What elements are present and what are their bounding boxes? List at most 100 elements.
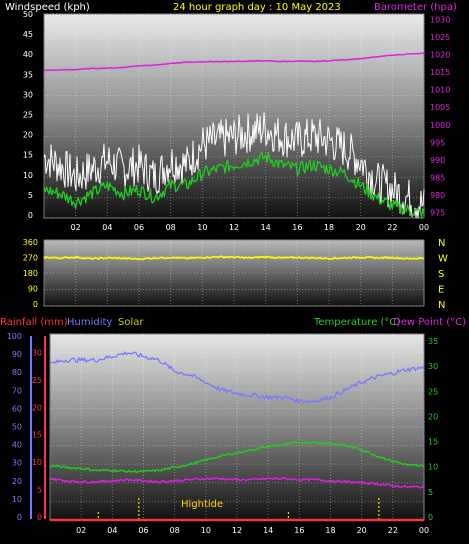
- temperature-x-tick-label: 16: [294, 526, 304, 535]
- humidity-y-tick-label: 10: [12, 495, 22, 504]
- wind-axis-title: Windspeed (kph): [5, 2, 90, 13]
- barometer-y-tick-label: 1000: [430, 121, 450, 130]
- barometer-y-tick-label: 1015: [430, 68, 450, 77]
- direction-y-tick-label: 90: [28, 285, 38, 294]
- temperature-y-tick-label: 15: [428, 438, 438, 447]
- humidity-y-tick-label: 70: [12, 386, 22, 395]
- temperature-x-tick-label: 18: [325, 526, 335, 535]
- wind-y-tick-label: 50: [23, 10, 33, 19]
- rainfall-y-tick-label: 25: [32, 376, 42, 385]
- wind-x-tick-label: 10: [197, 223, 207, 232]
- wind-x-tick-label: 20: [356, 223, 366, 232]
- wind-x-tick-label: 16: [292, 223, 302, 232]
- wind-y-tick-label: 35: [23, 70, 33, 79]
- wind-y-tick-label: 5: [28, 191, 33, 200]
- temperature-axis-title: Temperature (°C): [313, 317, 400, 328]
- direction-compass-label: N: [438, 238, 445, 249]
- temperature-y-tick-label: 10: [428, 463, 438, 472]
- barometer-y-tick-label: 1020: [430, 50, 450, 59]
- humidity-y-tick-label: 0: [17, 513, 22, 522]
- wind-x-tick-label: 00: [419, 223, 429, 232]
- temperature-x-tick-label: 20: [357, 526, 367, 535]
- direction-compass-label: W: [438, 254, 448, 265]
- temperature-y-tick-label: 20: [428, 412, 438, 421]
- direction-y-tick-label: 180: [23, 269, 38, 278]
- rainfall-axis-title: Rainfall (mm): [0, 317, 68, 328]
- humidity-y-tick-label: 60: [12, 404, 22, 413]
- wind-x-tick-label: 04: [102, 223, 112, 232]
- temperature-x-tick-label: 14: [263, 526, 273, 535]
- wind-gust-line: [43, 112, 425, 219]
- wind-average-line: [43, 151, 425, 219]
- rainfall-y-tick-label: 0: [37, 513, 42, 522]
- rainfall-y-tick-label: 5: [37, 486, 42, 495]
- barometer-y-tick-label: 1030: [430, 15, 450, 24]
- rainfall-y-tick-label: 30: [32, 348, 42, 357]
- temperature-x-tick-label: 12: [232, 526, 242, 535]
- barometer-y-tick-label: 975: [430, 209, 445, 218]
- graph-date-title: 24 hour graph day : 10 May 2023: [173, 2, 341, 13]
- wind-x-tick-label: 06: [134, 223, 144, 232]
- wind-x-tick-label: 14: [261, 223, 271, 232]
- temperature-plot-area: [49, 333, 425, 521]
- wind-y-tick-label: 25: [23, 111, 33, 120]
- direction-compass-label: E: [438, 285, 444, 296]
- barometer-y-tick-label: 1025: [430, 33, 450, 42]
- temperature-y-tick-label: 0: [428, 513, 433, 522]
- temperature-y-tick-label: 5: [428, 488, 433, 497]
- temperature-y-tick-label: 30: [428, 362, 438, 371]
- barometer-y-tick-label: 980: [430, 191, 445, 200]
- rainfall-y-tick-label: 10: [32, 458, 42, 467]
- humidity-y-tick-label: 80: [12, 368, 22, 377]
- wind-x-tick-label: 22: [387, 223, 397, 232]
- hightide-label: Hightide: [181, 499, 223, 510]
- barometer-y-tick-label: 985: [430, 174, 445, 183]
- wind-y-tick-label: 40: [23, 50, 33, 59]
- rainfall-y-tick-label: 15: [32, 431, 42, 440]
- humidity-y-tick-label: 20: [12, 477, 22, 486]
- dewpoint-axis-title: Dew Point (°C): [393, 317, 466, 328]
- wind-direction-line: [43, 255, 425, 261]
- direction-compass-label: N: [438, 300, 445, 311]
- temperature-y-tick-label: 35: [428, 337, 438, 346]
- wind-y-tick-label: 45: [23, 30, 33, 39]
- temperature-x-tick-label: 02: [76, 526, 86, 535]
- humidity-line: [49, 351, 425, 404]
- humidity-y-tick-label: 90: [12, 350, 22, 359]
- direction-plot-area: [43, 239, 425, 307]
- wind-x-tick-label: 18: [324, 223, 334, 232]
- temperature-x-tick-label: 00: [419, 526, 429, 535]
- barometer-axis-title: Barometer (hpa): [374, 2, 457, 13]
- temperature-x-tick-label: 22: [388, 526, 398, 535]
- barometer-y-tick-label: 990: [430, 156, 445, 165]
- wind-x-tick-label: 02: [71, 223, 81, 232]
- wind-y-tick-label: 10: [23, 171, 33, 180]
- wind-x-tick-label: 08: [166, 223, 176, 232]
- humidity-y-tick-label: 100: [7, 332, 22, 341]
- direction-y-tick-label: 0: [33, 300, 38, 309]
- humidity-y-tick-label: 50: [12, 423, 22, 432]
- barometer-y-tick-label: 995: [430, 138, 445, 147]
- wind-y-tick-label: 15: [23, 151, 33, 160]
- solar-axis-title: Solar: [118, 317, 144, 328]
- humidity-y-tick-label: 30: [12, 459, 22, 468]
- wind-y-tick-label: 20: [23, 131, 33, 140]
- humidity-y-tick-label: 40: [12, 441, 22, 450]
- temperature-y-tick-label: 25: [428, 387, 438, 396]
- wind-y-tick-label: 30: [23, 90, 33, 99]
- wind-y-tick-label: 0: [28, 211, 33, 220]
- barometer-y-tick-label: 1005: [430, 103, 450, 112]
- temperature-x-tick-label: 06: [138, 526, 148, 535]
- direction-compass-label: S: [438, 269, 444, 280]
- rainfall-y-tick-label: 20: [32, 403, 42, 412]
- wind-x-tick-label: 12: [229, 223, 239, 232]
- direction-y-tick-label: 360: [23, 238, 38, 247]
- temperature-x-tick-label: 08: [170, 526, 180, 535]
- dewpoint-line: [49, 476, 425, 489]
- barometer-line: [43, 52, 425, 72]
- temperature-line: [49, 441, 425, 474]
- humidity-axis-title: Humidity: [67, 317, 112, 328]
- direction-y-tick-label: 270: [23, 254, 38, 263]
